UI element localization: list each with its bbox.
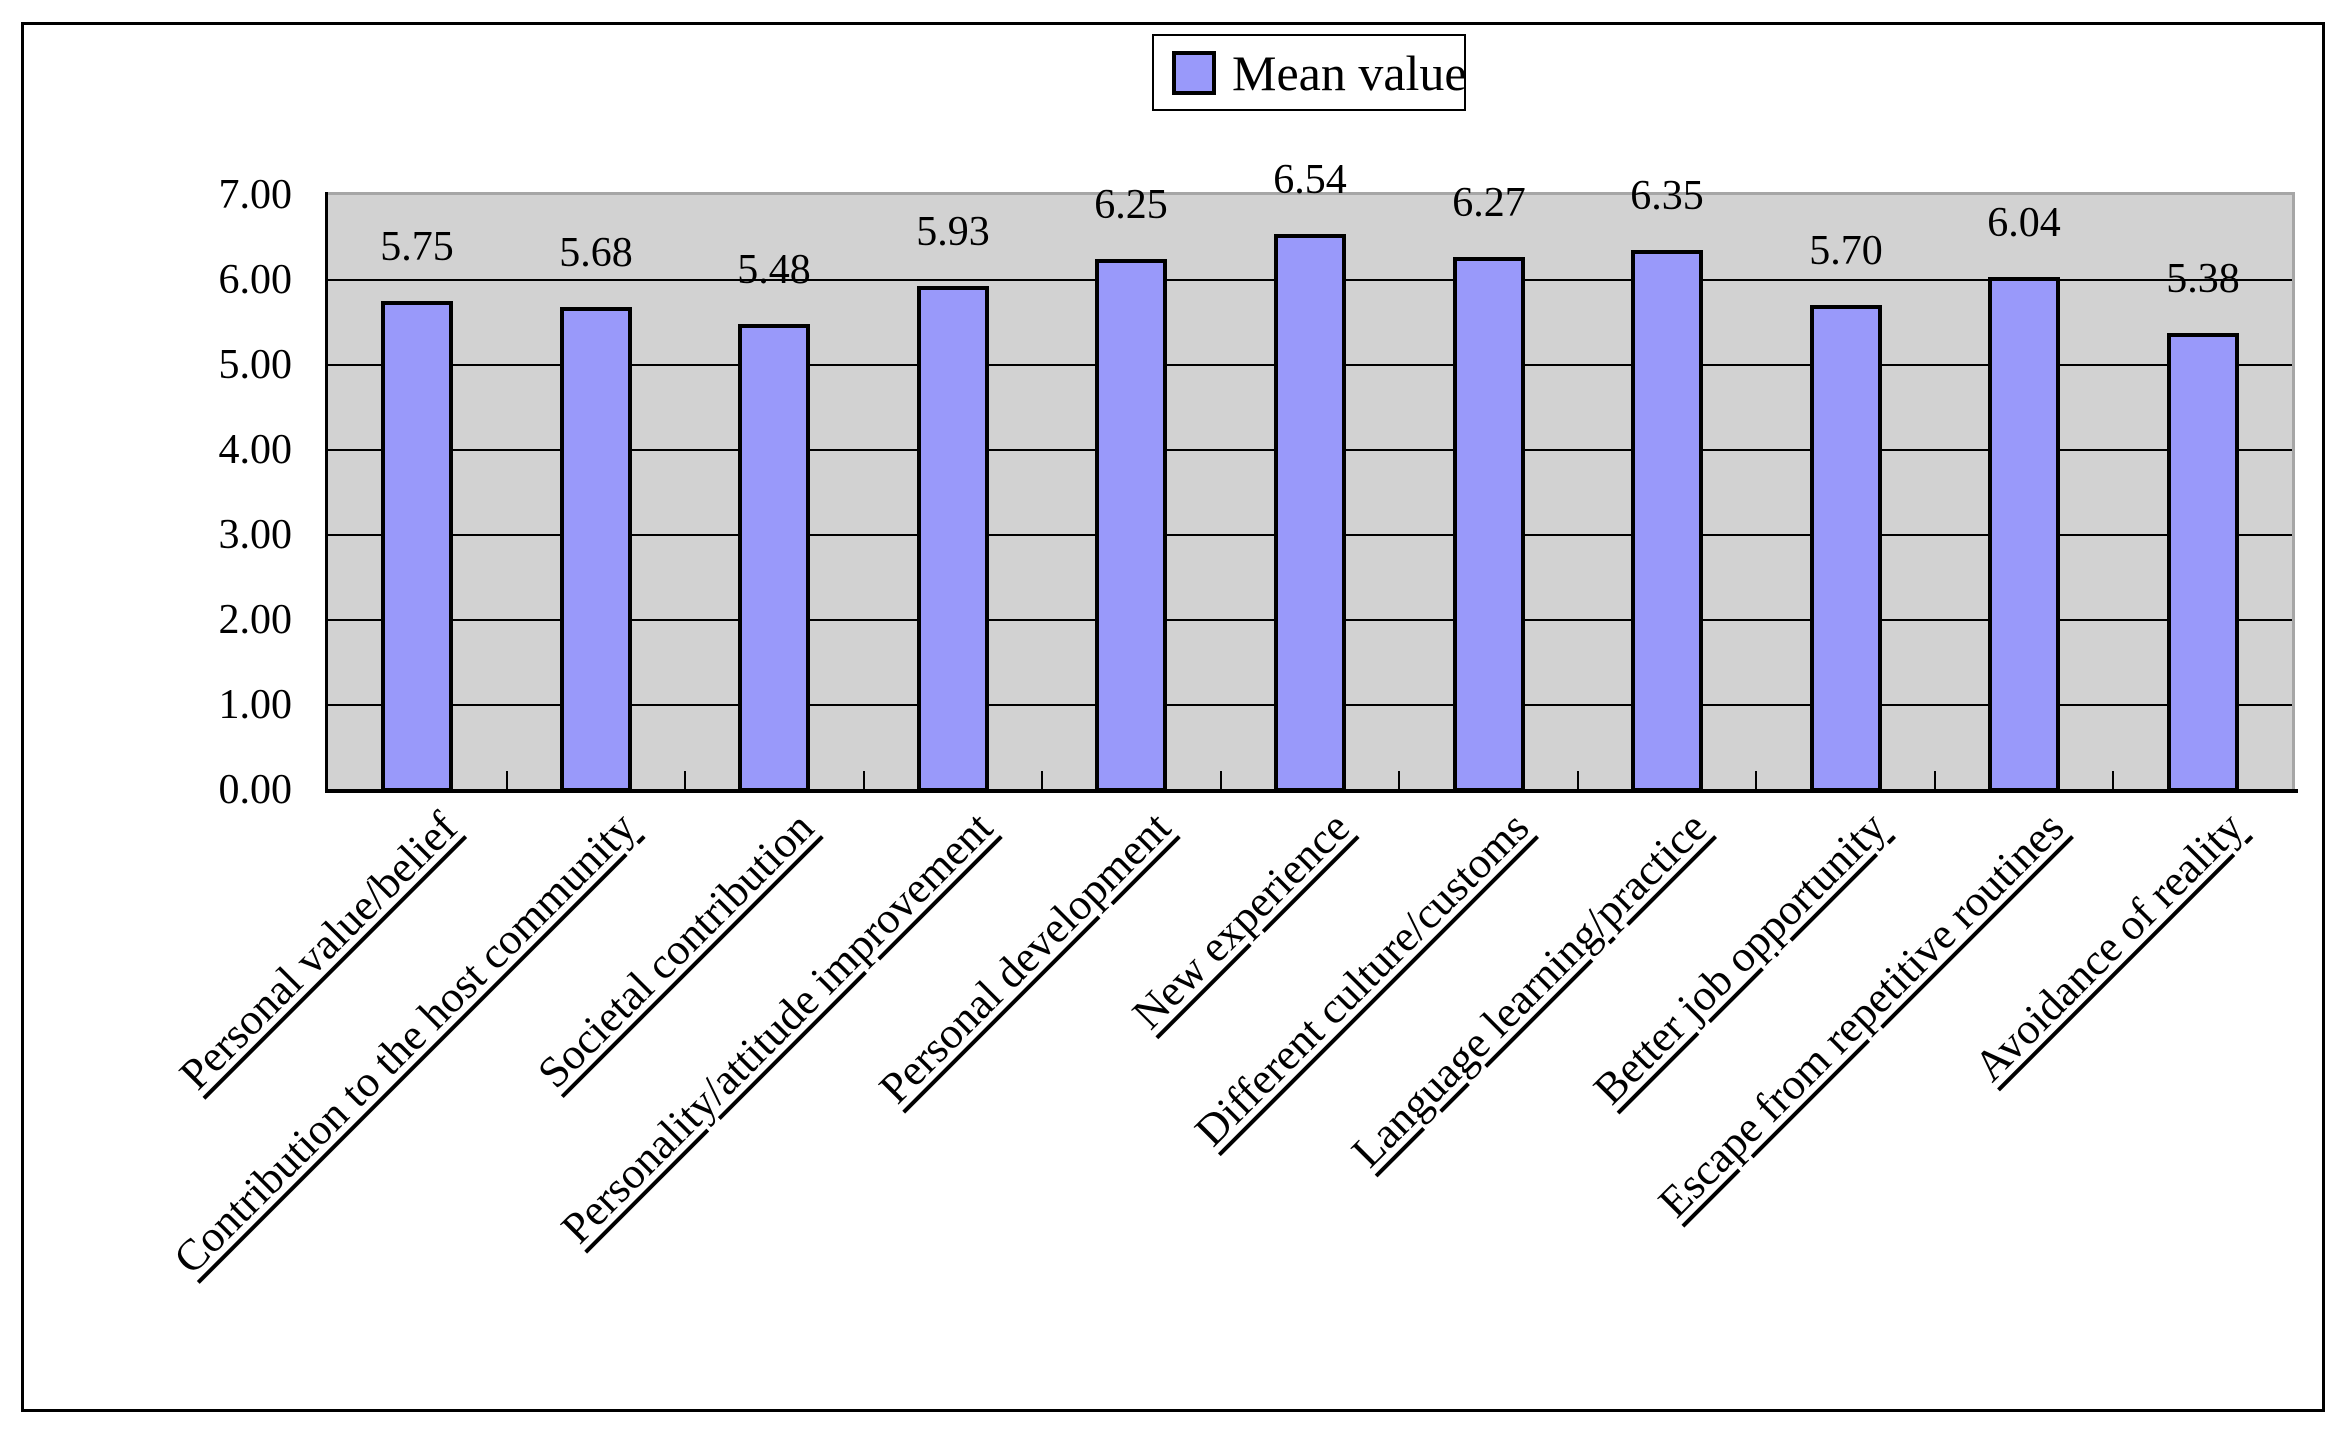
bar xyxy=(1274,234,1346,792)
x-axis-tick xyxy=(1934,771,1936,789)
bar xyxy=(1095,259,1167,792)
y-axis-tick-label: 5.00 xyxy=(218,342,293,388)
x-axis-line xyxy=(325,789,2298,793)
y-axis-line xyxy=(325,192,328,793)
y-axis-tick-label: 2.00 xyxy=(218,597,293,643)
bar xyxy=(917,286,989,792)
bar-value-label: 6.27 xyxy=(1452,180,1526,226)
bar xyxy=(1631,250,1703,792)
bar xyxy=(560,307,632,792)
x-axis-tick xyxy=(506,771,508,789)
x-axis-tick xyxy=(1398,771,1400,789)
bar-value-label: 5.48 xyxy=(737,247,811,293)
bar-value-label: 5.75 xyxy=(380,224,454,270)
bar-value-label: 5.70 xyxy=(1809,228,1883,274)
bar-value-label: 5.68 xyxy=(559,230,633,276)
bar xyxy=(381,301,453,792)
x-axis-tick xyxy=(1755,771,1757,789)
y-axis-tick-label: 1.00 xyxy=(218,682,293,728)
bar xyxy=(738,324,810,792)
bar-value-label: 6.35 xyxy=(1630,173,1704,219)
x-axis-tick xyxy=(1220,771,1222,789)
bar-value-label: 6.25 xyxy=(1094,182,1168,228)
legend-label: Mean value xyxy=(1232,44,1467,101)
bar-value-label: 5.93 xyxy=(916,209,990,255)
y-axis-tick-label: 3.00 xyxy=(218,512,293,558)
bar-value-label: 6.04 xyxy=(1987,200,2061,246)
bar xyxy=(2167,333,2239,792)
x-axis-tick xyxy=(863,771,865,789)
x-axis-tick xyxy=(1577,771,1579,789)
bar-value-label: 5.38 xyxy=(2166,256,2240,302)
x-axis-tick xyxy=(2112,771,2114,789)
y-axis-tick-label: 4.00 xyxy=(218,427,293,473)
y-axis-tick-label: 7.00 xyxy=(218,172,293,218)
bar xyxy=(1453,257,1525,792)
bar-value-label: 6.54 xyxy=(1273,157,1347,203)
bar xyxy=(1988,277,2060,792)
legend-swatch-icon xyxy=(1172,50,1216,95)
x-axis-tick xyxy=(684,771,686,789)
bar xyxy=(1810,305,1882,792)
x-axis-tick xyxy=(1041,771,1043,789)
legend: Mean value xyxy=(1152,34,1467,111)
y-axis-tick-label: 0.00 xyxy=(218,767,293,813)
y-axis-tick-label: 6.00 xyxy=(218,257,293,303)
